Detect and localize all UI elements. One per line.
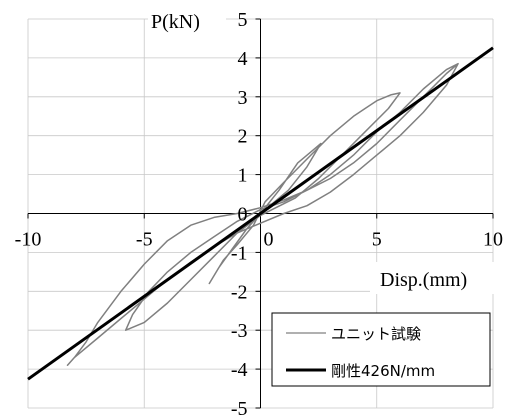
- y-tick-labels: -5 -4 -3 -2 -1 0 1 2 3 4 5: [231, 9, 248, 417]
- y-tick-label: 3: [238, 87, 248, 109]
- legend-box: [271, 312, 491, 387]
- y-tick-label: 5: [238, 9, 248, 31]
- legend-label-unit-test: ユニット試験: [331, 325, 421, 343]
- y-tick-label: -1: [231, 242, 248, 264]
- y-axis-label: P(kN): [151, 11, 200, 33]
- series-group: [27, 46, 494, 381]
- series-unit-test-line: [66, 62, 459, 366]
- x-tick-label: 0: [264, 229, 274, 251]
- x-tick-label: 5: [372, 229, 382, 251]
- x-axis-label-bg: [370, 262, 504, 294]
- y-tick-label: -2: [231, 281, 248, 303]
- x-tick-label: -5: [136, 229, 153, 251]
- y-tick-label: 0: [238, 204, 248, 226]
- legend: ユニット試験 剛性426N/mm: [271, 312, 491, 387]
- y-tick-label: -5: [231, 398, 248, 417]
- y-tick-label: 1: [238, 165, 248, 187]
- x-tick-label: -10: [15, 229, 42, 251]
- y-tick-label: -4: [231, 359, 248, 381]
- legend-label-stiffness: 剛性426N/mm: [331, 362, 435, 380]
- x-tick-labels: -10 -5 0 5 10: [15, 229, 503, 251]
- x-tick-label: 10: [483, 229, 503, 251]
- y-tick-label: 2: [238, 126, 248, 148]
- y-tick-label: 4: [238, 48, 248, 70]
- series-stiffness-line: [27, 46, 494, 381]
- y-axis-label-bg: [148, 6, 226, 36]
- x-axis-label: Disp.(mm): [380, 269, 467, 291]
- y-tick-label: -3: [231, 320, 248, 342]
